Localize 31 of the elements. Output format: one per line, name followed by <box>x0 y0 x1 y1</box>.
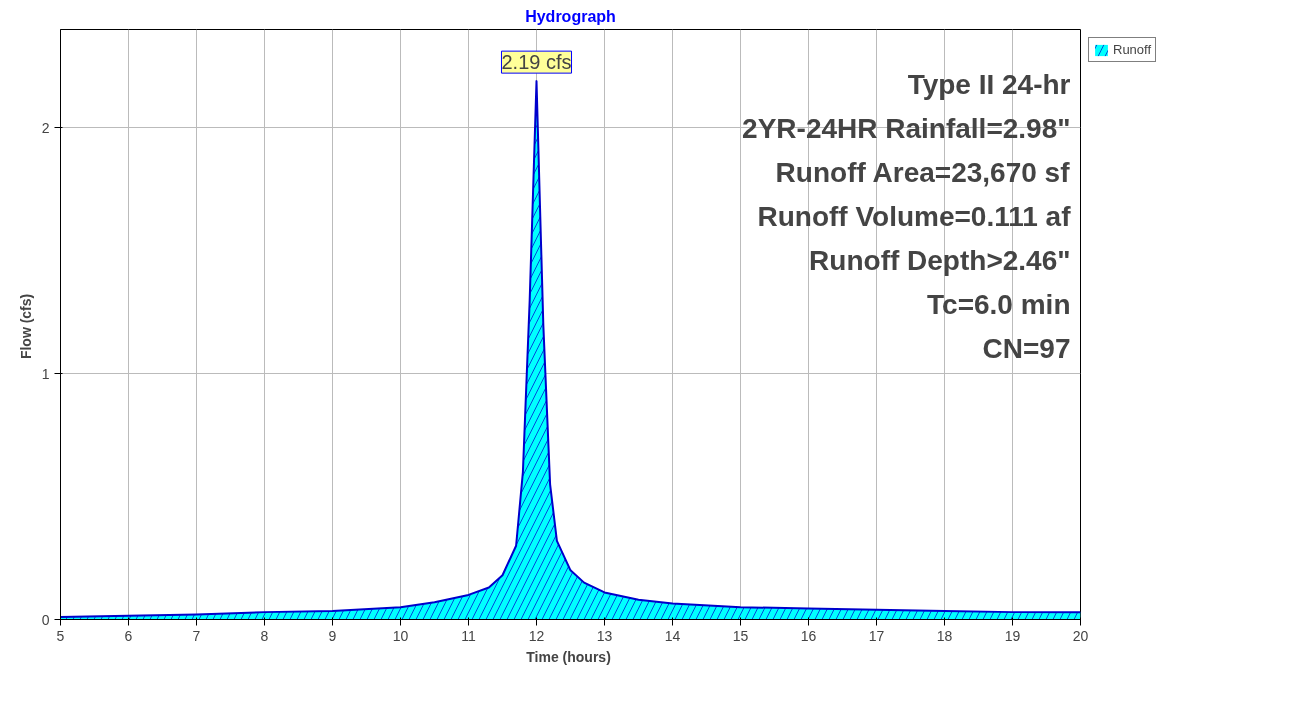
annotation: Runoff Area=23,670 sf <box>775 156 1071 188</box>
x-tick-label: 18 <box>936 627 953 644</box>
x-tick-label: 5 <box>56 627 65 644</box>
x-tick-label: 12 <box>528 627 545 644</box>
annotation: Type II 24-hr <box>907 68 1071 100</box>
annotation: Runoff Depth>2.46" <box>809 244 1071 276</box>
x-tick-label: 6 <box>124 627 133 644</box>
y-tick-label: 0 <box>41 611 50 628</box>
x-tick-label: 11 <box>461 627 476 644</box>
x-tick-label: 20 <box>1072 627 1089 644</box>
annotation: 2.19 cfs <box>501 51 572 74</box>
x-tick-label: 8 <box>260 627 269 644</box>
x-axis-title: Time (hours) <box>526 648 611 665</box>
x-tick-label: 17 <box>868 627 885 644</box>
chart-title: Hydrograph <box>525 7 616 25</box>
x-tick-label: 9 <box>328 627 337 644</box>
x-tick-label: 7 <box>192 627 201 644</box>
legend-label: Runoff <box>1113 42 1152 57</box>
x-tick-label: 10 <box>392 627 409 644</box>
annotation: CN=97 <box>982 332 1071 364</box>
x-tick-label: 16 <box>800 627 817 644</box>
x-tick-label: 15 <box>732 627 749 644</box>
x-tick-label: 14 <box>664 627 681 644</box>
annotation: Runoff Volume=0.111 af <box>757 200 1072 232</box>
annotation: Tc=6.0 min <box>927 288 1071 320</box>
annotation: 2YR-24HR Rainfall=2.98" <box>742 112 1071 144</box>
y-tick-label: 1 <box>41 365 50 382</box>
x-tick-label: 13 <box>596 627 613 644</box>
x-tick-label: 19 <box>1004 627 1021 644</box>
y-tick-label: 2 <box>41 119 50 136</box>
y-axis-title: Flow (cfs) <box>17 293 34 360</box>
